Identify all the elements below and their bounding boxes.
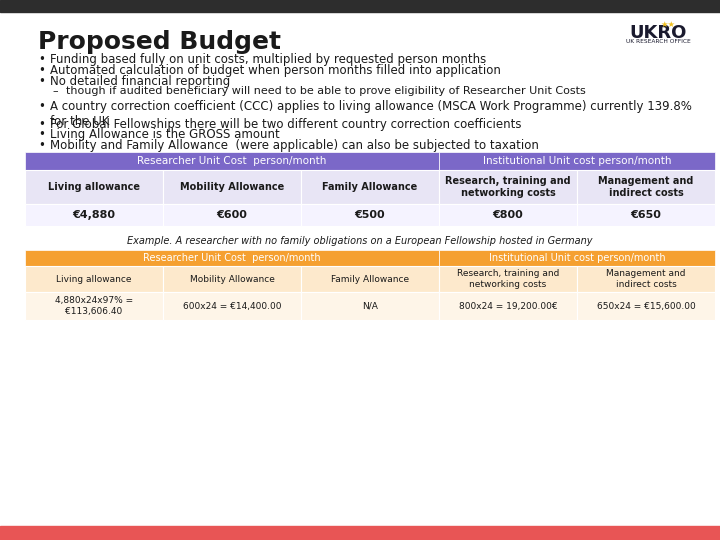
Text: Proposed Budget: Proposed Budget: [38, 30, 281, 54]
Text: –: –: [52, 86, 58, 96]
Bar: [439, 250, 715, 266]
Text: Research, training and
networking costs: Research, training and networking costs: [445, 176, 571, 198]
Text: Researcher Unit Cost  person/month: Researcher Unit Cost person/month: [138, 156, 327, 166]
Text: UK RESEARCH OFFICE: UK RESEARCH OFFICE: [626, 39, 690, 44]
Text: For Global Fellowships there will be two different country correction coefficien: For Global Fellowships there will be two…: [50, 118, 521, 131]
Bar: [301, 266, 439, 292]
Text: 4,880x24x97% =
€113,606.40: 4,880x24x97% = €113,606.40: [55, 296, 133, 316]
Text: 600x24 = €14,400.00: 600x24 = €14,400.00: [183, 301, 282, 310]
Bar: [577, 170, 715, 204]
Bar: [25, 250, 439, 266]
Text: Funding based fully on unit costs, multiplied by requested person months: Funding based fully on unit costs, multi…: [50, 53, 486, 66]
Bar: [439, 266, 577, 292]
Bar: [577, 204, 715, 226]
Bar: [577, 266, 715, 292]
Bar: [577, 292, 715, 320]
Bar: [25, 292, 163, 320]
Text: Mobility and Family Allowance  (were applicable) can also be subjected to taxati: Mobility and Family Allowance (were appl…: [50, 139, 539, 152]
Text: •: •: [38, 118, 45, 131]
Bar: [163, 170, 301, 204]
Text: Living allowance: Living allowance: [56, 274, 132, 284]
Text: •: •: [38, 139, 45, 152]
Text: No detailed financial reporting: No detailed financial reporting: [50, 75, 230, 88]
Text: €4,880: €4,880: [73, 210, 115, 220]
Bar: [301, 170, 439, 204]
Text: Institutional Unit cost person/month: Institutional Unit cost person/month: [482, 156, 671, 166]
Text: •: •: [38, 75, 45, 88]
Bar: [439, 292, 577, 320]
Text: A country correction coefficient (CCC) applies to living allowance (MSCA Work Pr: A country correction coefficient (CCC) a…: [50, 100, 692, 128]
Text: Living Allowance is the GROSS amount: Living Allowance is the GROSS amount: [50, 128, 280, 141]
Text: €600: €600: [217, 210, 248, 220]
Text: Family Allowance: Family Allowance: [331, 274, 409, 284]
Bar: [163, 292, 301, 320]
Text: N/A: N/A: [362, 301, 378, 310]
Text: ★★: ★★: [660, 20, 675, 29]
Bar: [163, 266, 301, 292]
Text: •: •: [38, 53, 45, 66]
Bar: [301, 292, 439, 320]
Bar: [163, 204, 301, 226]
Bar: [439, 204, 577, 226]
Bar: [25, 266, 163, 292]
Bar: [0, 0, 720, 12]
Text: Researcher Unit Cost  person/month: Researcher Unit Cost person/month: [143, 253, 321, 263]
Bar: [25, 152, 439, 170]
Text: €500: €500: [355, 210, 385, 220]
Text: though if audited beneficiary will need to be able to prove eligibility of Resea: though if audited beneficiary will need …: [66, 86, 586, 96]
Text: •: •: [38, 64, 45, 77]
Text: €650: €650: [631, 210, 662, 220]
Text: Mobility Allowance: Mobility Allowance: [180, 182, 284, 192]
Text: UKRO: UKRO: [629, 24, 687, 42]
Text: Institutional Unit cost person/month: Institutional Unit cost person/month: [489, 253, 665, 263]
Text: Management and
indirect costs: Management and indirect costs: [606, 269, 685, 289]
Text: 800x24 = 19,200.00€: 800x24 = 19,200.00€: [459, 301, 557, 310]
Text: Example. A researcher with no family obligations on a European Fellowship hosted: Example. A researcher with no family obl…: [127, 236, 593, 246]
Bar: [25, 204, 163, 226]
Bar: [0, 526, 720, 540]
Bar: [439, 170, 577, 204]
Text: •: •: [38, 128, 45, 141]
Bar: [301, 204, 439, 226]
Bar: [439, 152, 715, 170]
Text: Automated calculation of budget when person months filled into application: Automated calculation of budget when per…: [50, 64, 501, 77]
Text: Mobility Allowance: Mobility Allowance: [189, 274, 274, 284]
Text: •: •: [38, 100, 45, 113]
Text: 650x24 = €15,600.00: 650x24 = €15,600.00: [597, 301, 696, 310]
Bar: [25, 170, 163, 204]
Text: Management and
indirect costs: Management and indirect costs: [598, 176, 693, 198]
Text: Family Allowance: Family Allowance: [323, 182, 418, 192]
Text: Research, training and
networking costs: Research, training and networking costs: [456, 269, 559, 289]
Text: Living allowance: Living allowance: [48, 182, 140, 192]
Text: €800: €800: [492, 210, 523, 220]
